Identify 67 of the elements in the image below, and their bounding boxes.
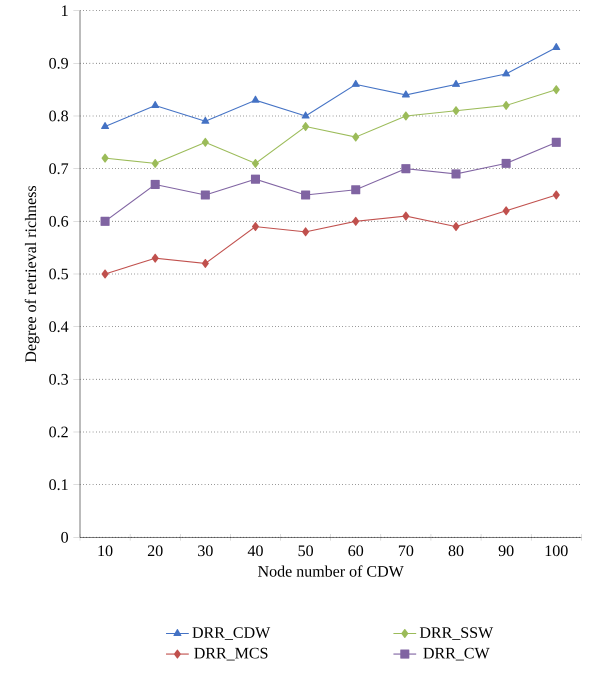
x-tick-label: 30: [198, 545, 213, 556]
point: [102, 269, 109, 279]
point: [552, 42, 560, 50]
point: [401, 164, 410, 174]
y-tick-label: 0.4: [49, 321, 68, 332]
x-tick-label: 100: [546, 545, 568, 556]
y-tick-label: 1: [62, 5, 68, 16]
legend-label: DRR_CDW: [192, 627, 270, 640]
x-tick-label: 90: [498, 545, 514, 556]
point: [102, 154, 109, 163]
point: [301, 190, 310, 200]
y-tick-label: 0.3: [49, 374, 68, 385]
point: [552, 138, 561, 147]
point: [202, 258, 209, 268]
legend-label: DRR_MCS: [194, 648, 268, 660]
point: [302, 227, 310, 236]
point: [351, 185, 360, 194]
y-tick-label: 0.5: [49, 268, 68, 280]
x-tick-label: 20: [148, 545, 163, 556]
legend-label: DRR_SSW: [420, 627, 494, 640]
point: [402, 212, 410, 221]
y-tick-label: 0.9: [49, 58, 68, 69]
point: [152, 158, 159, 168]
x-tick-label: 60: [348, 545, 364, 556]
legend-label: DRR_CW: [423, 648, 490, 660]
point: [451, 169, 461, 178]
point: [101, 122, 110, 130]
point: [552, 190, 560, 200]
y-axis-title: Degree of retrieval richness: [24, 186, 40, 362]
y-tick-label: 0.7: [49, 163, 68, 174]
x-axis-title: Node number of CDW: [258, 565, 404, 577]
y-tick-label: 0.2: [49, 426, 68, 438]
point: [302, 122, 310, 132]
point: [252, 222, 260, 232]
point: [502, 100, 510, 110]
point: [302, 111, 310, 119]
x-tick-label: 40: [248, 545, 263, 556]
point: [452, 80, 460, 87]
point: [250, 174, 260, 184]
y-tick-label: 0.1: [49, 479, 68, 490]
point: [352, 216, 360, 226]
y-tick-label: 0.8: [49, 110, 68, 122]
point: [552, 85, 560, 94]
x-tick-label: 70: [398, 545, 414, 556]
point: [200, 190, 210, 200]
x-tick-label: 80: [448, 545, 464, 556]
point: [402, 111, 410, 121]
point: [201, 116, 210, 124]
point: [502, 206, 510, 216]
point: [452, 222, 460, 232]
x-tick-label: 50: [298, 545, 313, 556]
point: [152, 254, 159, 263]
y-tick-label: 0.6: [49, 216, 68, 227]
point: [502, 69, 510, 76]
point: [502, 158, 511, 168]
point: [352, 80, 360, 87]
point: [150, 180, 160, 189]
point: [452, 106, 460, 116]
point: [251, 96, 260, 103]
x-tick-label: 10: [98, 545, 112, 556]
point: [202, 138, 209, 147]
point: [352, 132, 360, 142]
point: [100, 216, 110, 226]
point: [402, 90, 410, 98]
y-tick-label: 0: [61, 532, 68, 543]
point: [151, 100, 160, 108]
point: [252, 158, 260, 168]
